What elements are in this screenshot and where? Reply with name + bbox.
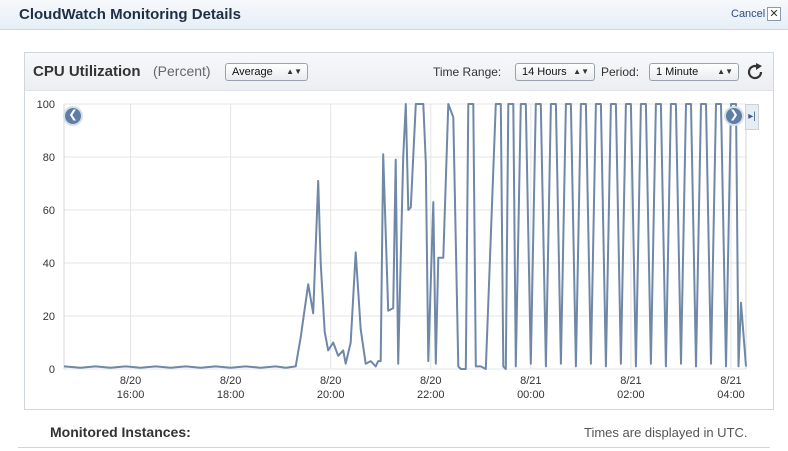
chevron-down-icon: ▲▼ <box>286 67 302 76</box>
x-tick-date: 8/21 <box>720 375 741 387</box>
metric-title: CPU Utilization <box>33 63 141 80</box>
x-tick-time: 22:00 <box>417 389 445 401</box>
x-tick-time: 16:00 <box>117 389 145 401</box>
x-tick-time: 00:00 <box>517 389 545 401</box>
y-tick-label: 20 <box>43 311 55 323</box>
monitored-instances-label: Monitored Instances: <box>50 424 191 440</box>
period-select[interactable]: 1 Minute ▲▼ <box>649 63 739 81</box>
y-tick-label: 60 <box>43 205 55 217</box>
window-title: CloudWatch Monitoring Details <box>19 6 241 23</box>
x-tick-time: 20:00 <box>317 389 345 401</box>
statistic-value: Average <box>232 66 273 78</box>
panel-header: CPU Utilization (Percent) Average ▲▼ Tim… <box>25 53 773 91</box>
chevron-down-icon: ▲▼ <box>717 67 733 76</box>
jump-to-end-icon[interactable]: ▸| <box>745 104 759 130</box>
metric-unit: (Percent) <box>153 63 211 79</box>
y-tick-label: 100 <box>37 99 55 111</box>
window-titlebar: CloudWatch Monitoring Details Cancel ✕ <box>0 0 788 30</box>
x-tick-date: 8/20 <box>220 375 241 387</box>
series-line <box>63 103 747 370</box>
cpu-utilization-chart: 0 20 40 60 80 100 8/20 16:00 8/20 18:00 8/20 20:00 8… <box>37 99 747 401</box>
x-tick-date: 8/21 <box>620 375 641 387</box>
utc-note: Times are displayed in UTC. <box>584 425 748 440</box>
time-range-value: 14 Hours <box>522 66 567 78</box>
y-tick-label: 80 <box>43 152 55 164</box>
close-icon[interactable]: ✕ <box>767 7 781 21</box>
cancel-link[interactable]: Cancel <box>731 8 766 20</box>
period-value: 1 Minute <box>656 66 699 78</box>
x-tick-time: 18:00 <box>217 389 245 401</box>
time-range-select[interactable]: 14 Hours ▲▼ <box>515 63 595 81</box>
y-tick-label: 40 <box>43 258 55 270</box>
statistic-select[interactable]: Average ▲▼ <box>225 63 308 81</box>
x-tick-date: 8/20 <box>320 375 341 387</box>
divider <box>18 447 770 448</box>
x-tick-time: 04:00 <box>717 389 745 401</box>
x-tick-date: 8/21 <box>520 375 541 387</box>
pan-left-icon[interactable]: ❮ <box>63 106 83 126</box>
x-tick-date: 8/20 <box>420 375 441 387</box>
x-tick-time: 02:00 <box>617 389 645 401</box>
period-label: Period: <box>601 65 640 79</box>
pan-right-icon[interactable]: ❯ <box>724 106 744 126</box>
x-tick-date: 8/20 <box>120 375 141 387</box>
time-range-label: Time Range: <box>433 65 502 79</box>
refresh-icon[interactable] <box>744 61 766 83</box>
y-tick-label: 0 <box>49 364 55 376</box>
chevron-down-icon: ▲▼ <box>573 67 589 76</box>
